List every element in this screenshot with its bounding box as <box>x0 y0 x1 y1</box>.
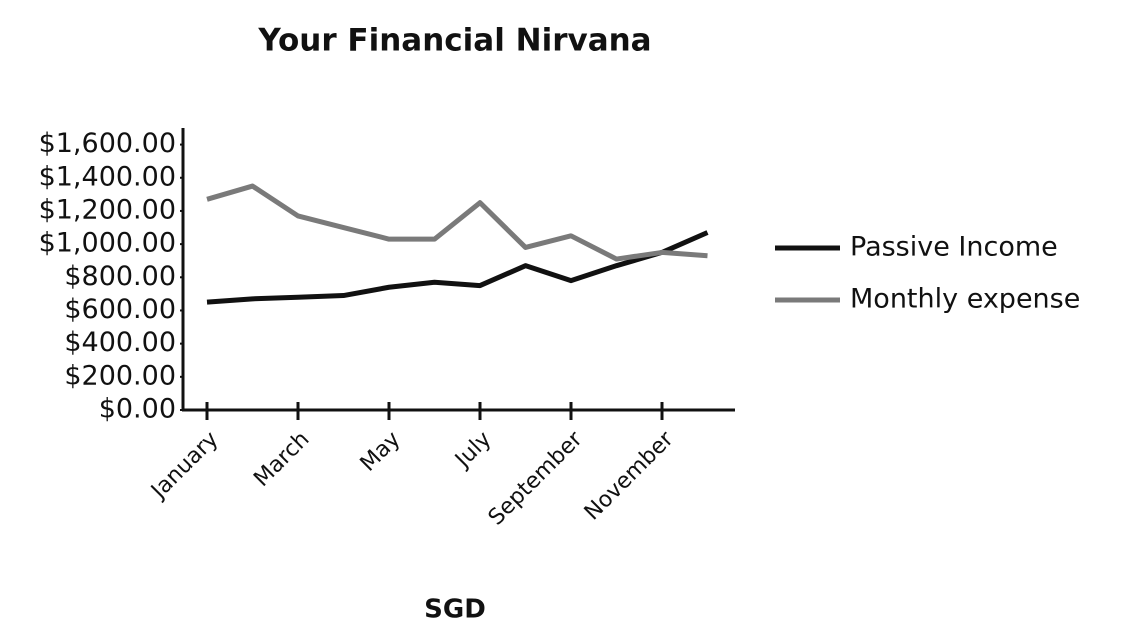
y-tick-label: $600.00 <box>64 294 176 325</box>
x-tick-label: May <box>356 427 406 477</box>
y-tick-label: $800.00 <box>64 261 176 292</box>
legend-label: Monthly expense <box>850 284 1080 315</box>
y-tick-label: $1,200.00 <box>39 194 176 225</box>
y-tick-label: $400.00 <box>64 327 176 358</box>
y-tick-label: $1,400.00 <box>39 161 176 192</box>
x-tick-label: July <box>449 427 496 474</box>
x-axis-title: SGD <box>424 595 486 625</box>
legend-label: Passive Income <box>850 232 1058 263</box>
y-tick-label: $1,600.00 <box>39 128 176 159</box>
x-tick-label: March <box>249 427 314 492</box>
series-line <box>206 230 709 305</box>
series-line <box>206 183 708 262</box>
chart-title: Your Financial Nirvana <box>257 23 651 59</box>
y-tick-label: $1,000.00 <box>39 228 176 259</box>
x-tick-label: November <box>580 426 679 525</box>
x-tick-label: January <box>145 427 223 505</box>
x-tick-label: September <box>484 426 588 530</box>
y-tick-label: $0.00 <box>99 394 176 425</box>
y-tick-label: $200.00 <box>64 360 176 391</box>
